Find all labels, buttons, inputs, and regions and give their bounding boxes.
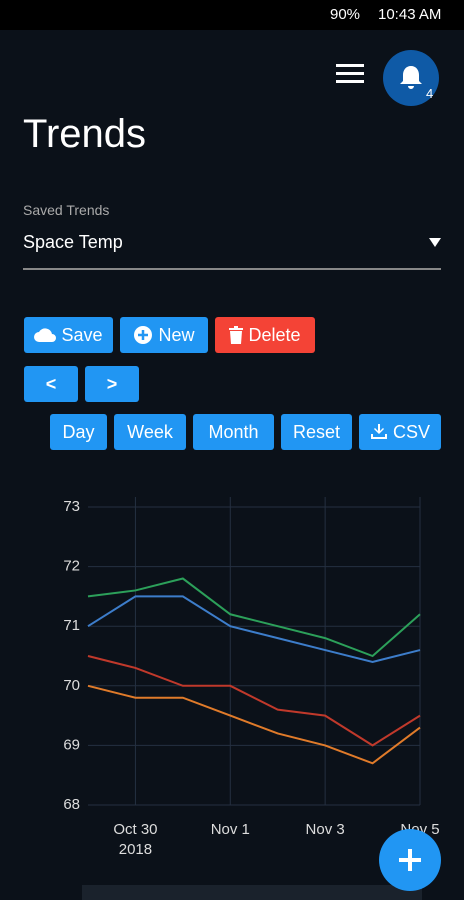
label: CSV (392, 421, 430, 442)
prev-button[interactable]: < (24, 366, 78, 402)
badge: 4 (426, 86, 434, 101)
label: New (158, 324, 195, 345)
next-button[interactable]: > (85, 366, 139, 402)
battery: 90% (330, 6, 361, 23)
clock: 10:43 AM (378, 6, 442, 23)
series-line (87, 655, 421, 747)
x-tick-label: Nov 1 (211, 821, 250, 838)
range-slider[interactable] (82, 885, 422, 900)
x-tick-label: Nov 3 (306, 821, 345, 838)
y-tick-label: 72 (63, 558, 80, 575)
series-line (87, 684, 421, 765)
y-tick-label: 73 (63, 498, 80, 515)
label: Week (127, 421, 173, 442)
label: Save (61, 324, 103, 345)
save-button[interactable]: Save (24, 317, 113, 353)
menu-icon[interactable] (336, 62, 370, 88)
selected-trend: Space Temp (23, 232, 123, 252)
label: Delete (248, 324, 301, 345)
series-line (87, 595, 421, 663)
label: < (45, 373, 57, 394)
new-button[interactable]: New (120, 317, 208, 353)
label: Month (208, 421, 259, 442)
y-tick-label: 69 (63, 736, 80, 753)
add-fab[interactable] (379, 829, 441, 891)
day-button[interactable]: Day (50, 414, 107, 450)
delete-button[interactable]: Delete (215, 317, 315, 353)
reset-button[interactable]: Reset (281, 414, 352, 450)
status-bar: 90% 10:43 AM (0, 0, 464, 30)
label: > (106, 373, 118, 394)
y-tick-label: 70 (63, 677, 80, 694)
trend-select[interactable]: Space Temp (23, 232, 441, 270)
label: Day (62, 421, 95, 442)
week-button[interactable]: Week (114, 414, 186, 450)
page-title: Trends (23, 112, 147, 156)
series-line (87, 577, 421, 658)
field-label: Saved Trends (23, 202, 110, 218)
y-tick-label: 68 (63, 796, 80, 813)
x-tick-label: Oct 30 2018 (113, 821, 157, 858)
notification-button[interactable]: 4 (383, 50, 439, 106)
csv-button[interactable]: CSV (359, 414, 441, 450)
label: Reset (292, 421, 341, 442)
month-button[interactable]: Month (193, 414, 274, 450)
y-tick-label: 71 (63, 617, 80, 634)
